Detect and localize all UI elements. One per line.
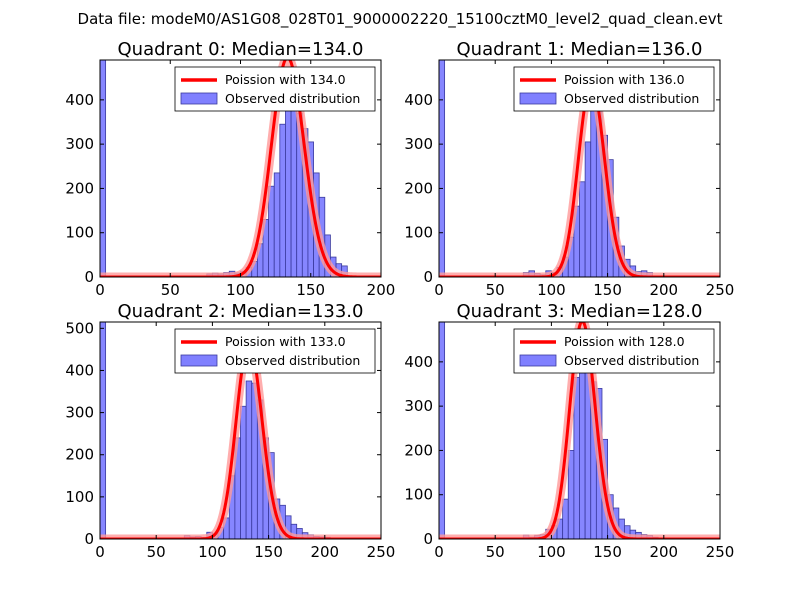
histogram-bar xyxy=(579,181,586,277)
histogram-bar xyxy=(579,372,586,539)
histogram-bar xyxy=(240,405,247,539)
x-tick-label: 100 xyxy=(198,543,227,561)
x-tick-label: 100 xyxy=(537,543,566,561)
x-tick-label: 200 xyxy=(310,543,339,561)
panels: 0 50 100 150 200 0 100 200 300 400 Quadrant 0: Med… xyxy=(65,39,734,561)
y-tick-label: 400 xyxy=(65,361,94,379)
legend-label-poisson: Poission with 133.0 xyxy=(225,334,346,349)
x-tick-label: 200 xyxy=(649,281,678,299)
x-tick-label: 150 xyxy=(254,543,283,561)
x-tick-label: 250 xyxy=(706,543,735,561)
y-tick-label: 100 xyxy=(65,488,94,506)
y-tick-label: 400 xyxy=(65,91,94,109)
plot-area xyxy=(439,60,720,277)
y-tick-label: 300 xyxy=(404,135,433,153)
x-tick-label: 0 xyxy=(434,281,444,299)
legend-label-observed: Observed distribution xyxy=(564,353,699,368)
legend: Poission with 136.0 Observed distribution xyxy=(513,66,715,112)
legend-label-poisson: Poission with 136.0 xyxy=(564,72,685,87)
x-tick-label: 50 xyxy=(147,543,166,561)
legend-label-poisson: Poission with 128.0 xyxy=(564,334,685,349)
histogram-bar xyxy=(245,380,253,539)
y-tick-label: 500 xyxy=(65,319,94,337)
x-tick-label: 150 xyxy=(296,281,325,299)
axes-frame xyxy=(99,321,382,540)
y-tick-label: 0 xyxy=(423,268,433,286)
histogram-bar xyxy=(279,123,286,277)
legend: Poission with 128.0 Observed distribution xyxy=(513,328,715,374)
y-tick-label: 0 xyxy=(423,530,433,548)
poisson-curve xyxy=(439,81,720,277)
legend-bar-swatch xyxy=(180,92,218,105)
y-tick-label: 200 xyxy=(65,446,94,464)
panel-title: Quadrant 1: Median=136.0 xyxy=(457,39,703,60)
y-tick-label: 100 xyxy=(404,224,433,242)
legend-bar-swatch xyxy=(519,92,557,105)
legend: Poission with 133.0 Observed distribution xyxy=(174,328,376,374)
legend-label-poisson: Poission with 134.0 xyxy=(225,72,346,87)
x-tick-label: 0 xyxy=(434,543,444,561)
x-tick-label: 50 xyxy=(161,281,180,299)
y-tick-label: 300 xyxy=(65,404,94,422)
y-tick-label: 200 xyxy=(65,179,94,197)
histogram-bar xyxy=(584,141,592,277)
x-tick-label: 0 xyxy=(95,281,105,299)
legend: Poission with 134.0 Observed distribution xyxy=(174,66,376,112)
x-tick-label: 50 xyxy=(486,281,505,299)
y-tick-label: 100 xyxy=(65,224,94,242)
x-tick-label: 0 xyxy=(95,543,105,561)
x-tick-label: 250 xyxy=(706,281,735,299)
panel-2: 0 50 100 150 200 250 0 100 200 300 400 500 Quadrant … xyxy=(65,301,395,561)
y-tick-label: 200 xyxy=(404,179,433,197)
figure-suptitle: Data file: modeM0/AS1G08_028T01_90000022… xyxy=(78,10,723,29)
y-tick-label: 400 xyxy=(404,353,433,371)
legend-label-observed: Observed distribution xyxy=(564,91,699,106)
histogram-bar xyxy=(439,60,446,277)
histogram-bar xyxy=(273,172,281,277)
x-tick-label: 200 xyxy=(649,543,678,561)
histogram-bar xyxy=(562,498,569,539)
x-tick-label: 50 xyxy=(486,543,505,561)
y-tick-label: 300 xyxy=(404,397,433,415)
panel-title: Quadrant 0: Median=134.0 xyxy=(118,39,364,60)
panel-title: Quadrant 2: Median=133.0 xyxy=(118,301,364,322)
histogram-bar xyxy=(268,185,275,277)
legend-label-observed: Observed distribution xyxy=(225,91,360,106)
y-tick-label: 400 xyxy=(404,91,433,109)
x-tick-label: 150 xyxy=(593,281,622,299)
y-tick-label: 300 xyxy=(65,135,94,153)
y-tick-label: 0 xyxy=(84,268,94,286)
x-tick-label: 200 xyxy=(367,281,396,299)
histogram-bar xyxy=(439,322,446,539)
panel-3: 0 50 100 150 200 250 0 100 200 300 400 Quadrant 3: … xyxy=(404,301,734,561)
histogram-bar xyxy=(100,60,107,277)
legend-label-observed: Observed distribution xyxy=(225,353,360,368)
x-tick-label: 250 xyxy=(367,543,396,561)
panel-1: 0 50 100 150 200 250 0 100 200 300 400 Quadrant 1: … xyxy=(404,39,734,299)
legend-bar-swatch xyxy=(519,354,557,367)
axes-frame xyxy=(438,59,721,278)
histogram-bar xyxy=(290,90,298,277)
y-tick-label: 0 xyxy=(84,530,94,548)
x-tick-label: 150 xyxy=(593,543,622,561)
x-tick-label: 100 xyxy=(537,281,566,299)
poisson-curve xyxy=(100,342,381,539)
y-tick-label: 200 xyxy=(404,441,433,459)
axes-frame xyxy=(438,321,721,540)
y-tick-label: 100 xyxy=(404,486,433,504)
histogram-bar xyxy=(590,99,597,277)
legend-bar-swatch xyxy=(180,354,218,367)
histogram-bar xyxy=(567,450,575,539)
poisson-curve xyxy=(439,322,720,539)
panel-0: 0 50 100 150 200 0 100 200 300 400 Quadrant 0: Med… xyxy=(65,39,395,299)
panel-title: Quadrant 3: Median=128.0 xyxy=(457,301,703,322)
x-tick-label: 100 xyxy=(226,281,255,299)
histogram-bar xyxy=(100,322,107,539)
